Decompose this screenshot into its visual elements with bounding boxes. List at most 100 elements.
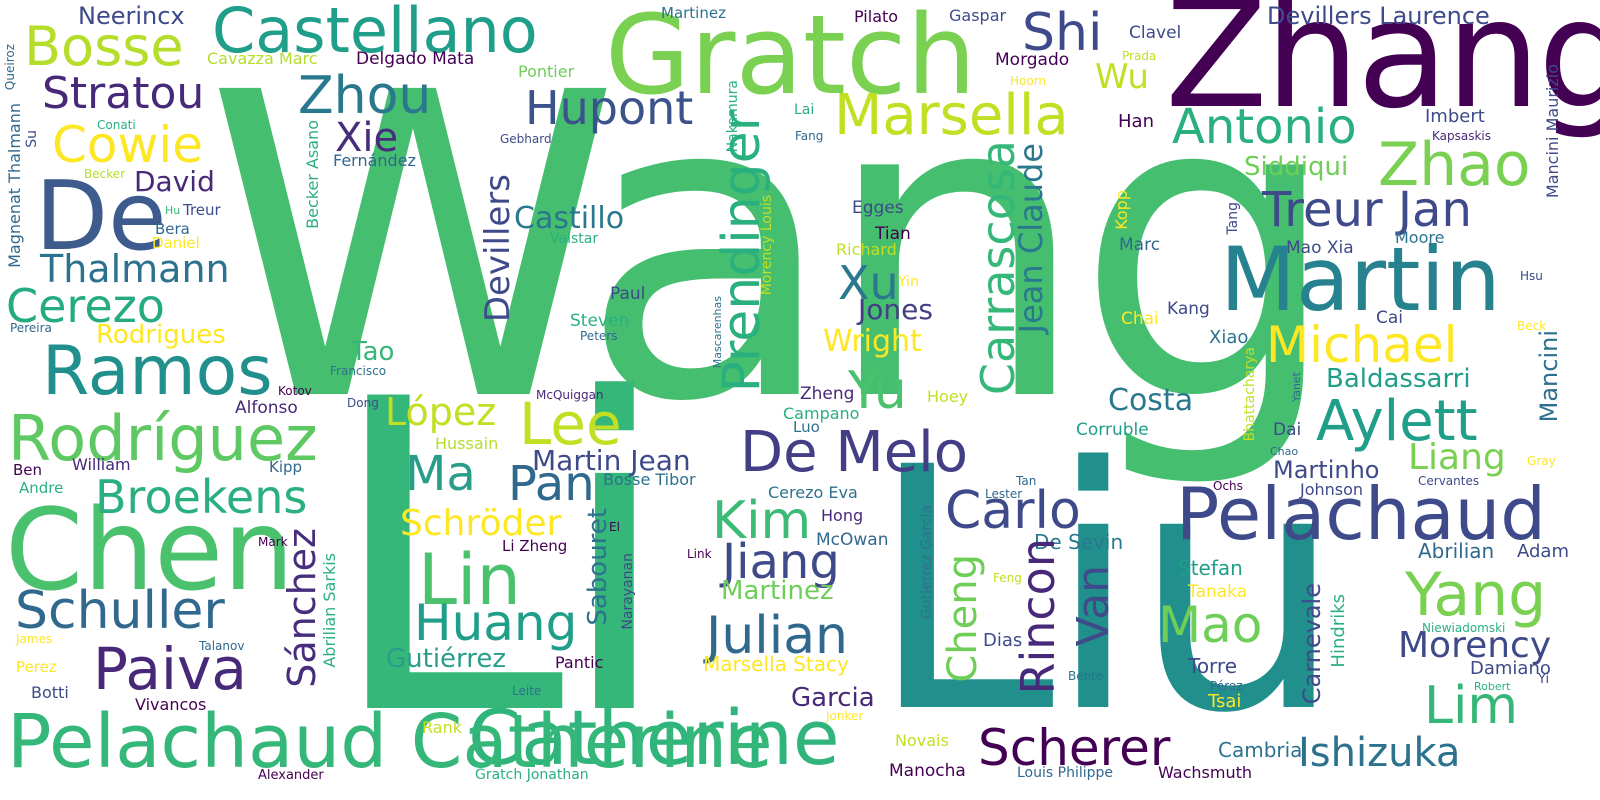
word: Kim <box>712 491 812 551</box>
word: Devillers <box>478 174 518 323</box>
word: Daniel <box>152 234 200 252</box>
word: Cai <box>1376 308 1404 328</box>
word: Mancini <box>1535 330 1563 423</box>
word: Jiang <box>722 534 840 590</box>
word: Talanov <box>199 639 245 653</box>
word: Su <box>24 130 40 148</box>
word: Yang <box>1405 560 1547 630</box>
word: Tian <box>875 224 911 244</box>
word: Robert <box>1474 680 1511 693</box>
word: Novais <box>895 731 949 750</box>
word: Beck <box>1517 319 1547 333</box>
word: Becker Asano <box>303 120 322 229</box>
word: Michael <box>1266 316 1458 374</box>
word: Fang <box>795 129 824 143</box>
word: Corruble <box>1076 420 1149 440</box>
word: Botti <box>31 683 69 702</box>
word: Alexander <box>258 768 324 783</box>
word: Tao <box>351 337 395 367</box>
word: Jonker <box>826 709 864 723</box>
word: Aylett <box>1316 389 1478 454</box>
word: Stratou <box>42 68 205 119</box>
word: Conati <box>97 118 136 132</box>
word: Martin <box>1220 228 1501 331</box>
word: Bosse Tibor <box>603 470 696 489</box>
word: Chen <box>5 486 295 616</box>
word: Wang <box>205 5 1342 494</box>
word: Magnenat Thalmann <box>5 103 24 268</box>
word: Steven <box>570 311 630 331</box>
word: Chao <box>1270 445 1299 458</box>
word: Bera <box>155 220 190 238</box>
word: Han <box>1118 111 1154 132</box>
word: Morgado <box>995 50 1070 70</box>
word: Wu <box>1095 57 1149 97</box>
word: Xu <box>838 256 899 310</box>
word: De Melo <box>740 420 968 485</box>
word: Francisco <box>330 364 387 378</box>
word: Xiao <box>1209 327 1249 348</box>
word: Gutiérrez <box>386 644 507 674</box>
word: Castillo <box>514 201 625 236</box>
word: Yu <box>848 361 907 421</box>
word: Ramos <box>42 332 273 411</box>
word: Zheng <box>800 384 855 404</box>
word: Moore <box>1395 228 1445 247</box>
word: Martinez <box>661 4 726 22</box>
word: Martinez <box>721 576 834 606</box>
word: Prada <box>1122 49 1157 63</box>
word: Xie <box>335 115 399 161</box>
word: Mascarenhas <box>711 296 724 369</box>
word: Gutierrez Garcia <box>919 505 935 620</box>
word: Campano <box>783 404 860 423</box>
word: Gray <box>1527 454 1556 468</box>
word: Zhang <box>1165 0 1600 142</box>
word: Hindriks <box>1328 594 1349 668</box>
word: Cheng <box>940 554 986 683</box>
word: McOwan <box>816 530 889 550</box>
word: Castellano <box>212 0 538 67</box>
word: Treur <box>183 201 221 219</box>
word: Costa <box>1108 383 1194 418</box>
word: Rincon <box>1011 538 1065 695</box>
word: Dias <box>983 630 1023 651</box>
word: Hussain <box>435 434 499 453</box>
word: Zhou <box>298 66 432 126</box>
word: Link <box>687 547 712 561</box>
word: Carlo <box>945 481 1081 541</box>
word: Marsella <box>834 83 1069 148</box>
word: Luo <box>793 418 820 436</box>
word: Bhattacharya <box>1242 347 1258 442</box>
word: Mancini Maurizio <box>1543 64 1562 199</box>
word: Pérez <box>1210 679 1243 693</box>
word: Abrilian <box>1418 539 1495 563</box>
word: Mark <box>258 535 288 549</box>
word: Feng <box>993 571 1022 585</box>
word: Neerincx <box>78 2 185 30</box>
word: Tanaka <box>1188 582 1248 602</box>
word: Pantic <box>555 653 604 672</box>
word: Pilato <box>854 7 899 26</box>
word: Li Zheng <box>502 537 568 555</box>
word: Hupont <box>525 81 694 135</box>
word: Pelachaud Catherine <box>7 699 773 785</box>
word: Hoorn <box>1010 74 1047 88</box>
word: Andre <box>19 479 64 497</box>
word: Marc <box>1119 235 1161 255</box>
word: Gebhard <box>500 132 552 146</box>
word: Kang <box>1167 299 1210 319</box>
word: Siddiqui <box>1244 152 1349 182</box>
word: Cerezo Eva <box>768 483 858 502</box>
word: Alfonso <box>235 398 298 418</box>
word: Antonio <box>1172 99 1357 155</box>
word: Valstar <box>550 231 599 247</box>
word: Yi <box>1538 672 1550 687</box>
word: Leite <box>512 684 542 698</box>
word: López <box>385 390 497 434</box>
word: Baldassarri <box>1326 364 1471 394</box>
word: James <box>16 632 53 646</box>
word: Lai <box>794 102 815 118</box>
word: Ma <box>405 446 476 502</box>
word: Marsella Stacy <box>703 652 849 676</box>
